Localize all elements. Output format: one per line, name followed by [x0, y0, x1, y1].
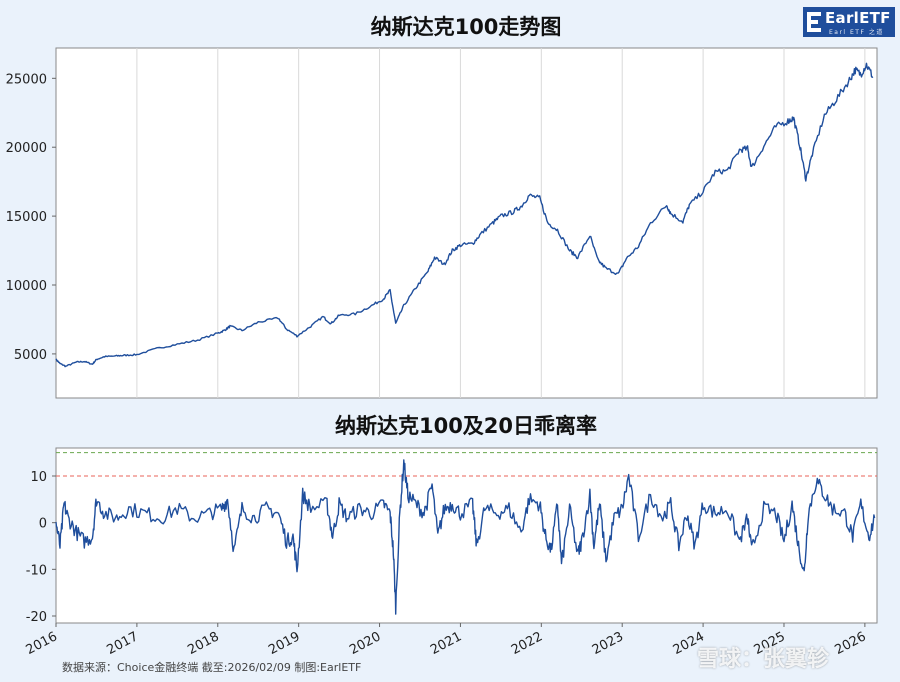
- top-ytick-label-20000: 20000: [6, 141, 47, 156]
- bot-ytick-label--10: -10: [26, 563, 47, 578]
- xtick-label-2020: 2020: [347, 629, 383, 658]
- logo-e-icon: [807, 12, 821, 32]
- data-source-note: 数据来源：Choice金融终端 截至:2026/02/09 制图:EarlETF: [62, 661, 362, 674]
- top-ytick-label-5000: 5000: [14, 348, 47, 363]
- bottom-plot-area: [55, 447, 878, 624]
- xtick-label-2017: 2017: [105, 629, 141, 658]
- xtick-label-2019: 2019: [266, 629, 302, 658]
- top-plot-area: [55, 47, 878, 399]
- top-chart-title: 纳斯达克100走势图: [371, 15, 562, 39]
- xtick-label-2018: 2018: [185, 629, 221, 658]
- top-y-axis: 5000 10000 15000 20000 25000: [6, 72, 56, 363]
- bias-reference-lines: [56, 452, 877, 477]
- bias-20d-line: [55, 459, 876, 615]
- nasdaq100-price-line: [55, 62, 874, 368]
- bot-ytick-label-10: 10: [30, 470, 47, 485]
- xtick-label-2016: 2016: [24, 629, 60, 658]
- xtick-label-2026: 2026: [832, 629, 868, 658]
- bottom-chart-title: 纳斯达克100及20日乖离率: [335, 414, 597, 438]
- earletf-logo: EarlETF Earl ETF 之道: [803, 7, 895, 37]
- bot-ytick-label-0: 0: [39, 517, 47, 532]
- logo-text: EarlETF: [825, 9, 891, 27]
- top-ytick-label-15000: 15000: [6, 210, 47, 225]
- bot-ytick-label--20: -20: [26, 610, 47, 625]
- xtick-label-2022: 2022: [509, 629, 545, 658]
- top-gridlines: [136, 48, 866, 398]
- top-ytick-label-25000: 25000: [6, 72, 47, 87]
- logo-subtext: Earl ETF 之道: [829, 29, 884, 36]
- xtick-label-2021: 2021: [428, 629, 464, 658]
- xueqiu-watermark: 雪球：张翼轸: [697, 647, 830, 672]
- xtick-label-2023: 2023: [590, 629, 626, 658]
- bottom-y-axis: -20 -10 0 10: [26, 470, 56, 625]
- top-ytick-label-10000: 10000: [6, 279, 47, 294]
